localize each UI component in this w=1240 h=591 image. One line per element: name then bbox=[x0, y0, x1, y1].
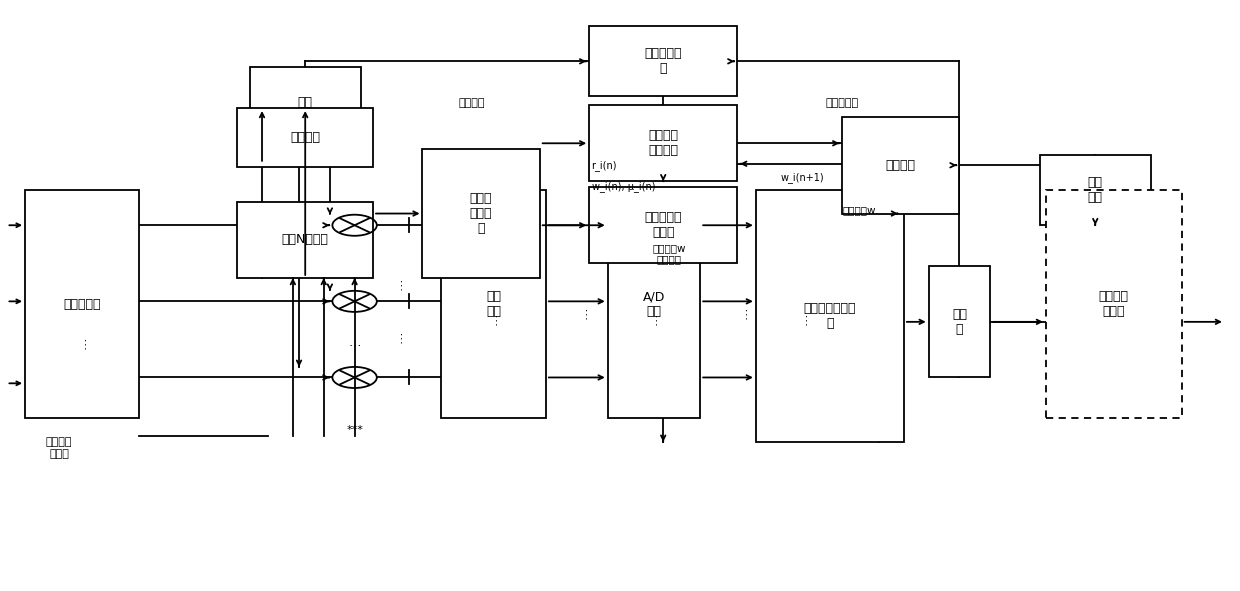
Text: …: … bbox=[392, 278, 404, 290]
Text: 控制单元: 控制单元 bbox=[885, 159, 916, 172]
Text: 解扩、解
调单元: 解扩、解 调单元 bbox=[1099, 290, 1128, 319]
Text: 本振: 本振 bbox=[298, 96, 312, 109]
FancyBboxPatch shape bbox=[929, 266, 991, 378]
FancyBboxPatch shape bbox=[25, 190, 139, 418]
FancyBboxPatch shape bbox=[608, 190, 701, 418]
Text: …: … bbox=[737, 307, 750, 319]
Text: …: … bbox=[76, 336, 88, 349]
FancyBboxPatch shape bbox=[756, 190, 904, 442]
FancyBboxPatch shape bbox=[423, 149, 539, 278]
FancyBboxPatch shape bbox=[589, 26, 738, 96]
Text: w_i(n), μ_i(n): w_i(n), μ_i(n) bbox=[591, 181, 655, 192]
Text: 合波束信号: 合波束信号 bbox=[826, 98, 859, 108]
Text: 闭环迭代
运算单元: 闭环迭代 运算单元 bbox=[649, 129, 678, 157]
FancyBboxPatch shape bbox=[1039, 155, 1151, 225]
Text: …: … bbox=[486, 313, 500, 325]
Text: 相控阵天线: 相控阵天线 bbox=[63, 298, 100, 311]
Text: 单刀N值开关: 单刀N值开关 bbox=[281, 233, 329, 246]
Text: ***: *** bbox=[346, 425, 363, 435]
Text: 带通滤波: 带通滤波 bbox=[290, 131, 320, 144]
Text: A/D
变换: A/D 变换 bbox=[642, 290, 665, 319]
Text: 馈源信号: 馈源信号 bbox=[459, 98, 485, 108]
FancyBboxPatch shape bbox=[589, 105, 738, 181]
Text: …: … bbox=[577, 307, 589, 319]
FancyBboxPatch shape bbox=[249, 67, 361, 138]
Text: 带通
滤波: 带通 滤波 bbox=[486, 290, 501, 319]
FancyBboxPatch shape bbox=[1045, 190, 1182, 418]
Text: 相关运算单
元: 相关运算单 元 bbox=[645, 47, 682, 75]
Text: …: … bbox=[348, 336, 361, 349]
Text: r_i(n): r_i(n) bbox=[591, 160, 618, 171]
FancyBboxPatch shape bbox=[589, 187, 738, 264]
Text: …: … bbox=[392, 330, 404, 343]
Text: 干扰源方
位参数: 干扰源方 位参数 bbox=[46, 437, 72, 459]
Text: 数字波束形成网
络: 数字波束形成网 络 bbox=[804, 302, 856, 330]
Text: …: … bbox=[796, 313, 810, 325]
FancyBboxPatch shape bbox=[237, 108, 373, 167]
Text: 当前权值w: 当前权值w bbox=[842, 204, 875, 215]
FancyBboxPatch shape bbox=[441, 190, 546, 418]
Text: 方向图
存储单
元: 方向图 存储单 元 bbox=[470, 192, 492, 235]
Text: w_i(n+1): w_i(n+1) bbox=[780, 172, 825, 183]
FancyBboxPatch shape bbox=[842, 117, 960, 213]
Text: 开环保形运
算单元: 开环保形运 算单元 bbox=[645, 211, 682, 239]
Text: 分路
器: 分路 器 bbox=[952, 308, 967, 336]
Text: …: … bbox=[647, 313, 660, 325]
FancyBboxPatch shape bbox=[237, 202, 373, 278]
Text: 带通
滤波: 带通 滤波 bbox=[1087, 176, 1102, 204]
Text: 调零权值w
（初值）: 调零权值w （初值） bbox=[652, 243, 686, 264]
